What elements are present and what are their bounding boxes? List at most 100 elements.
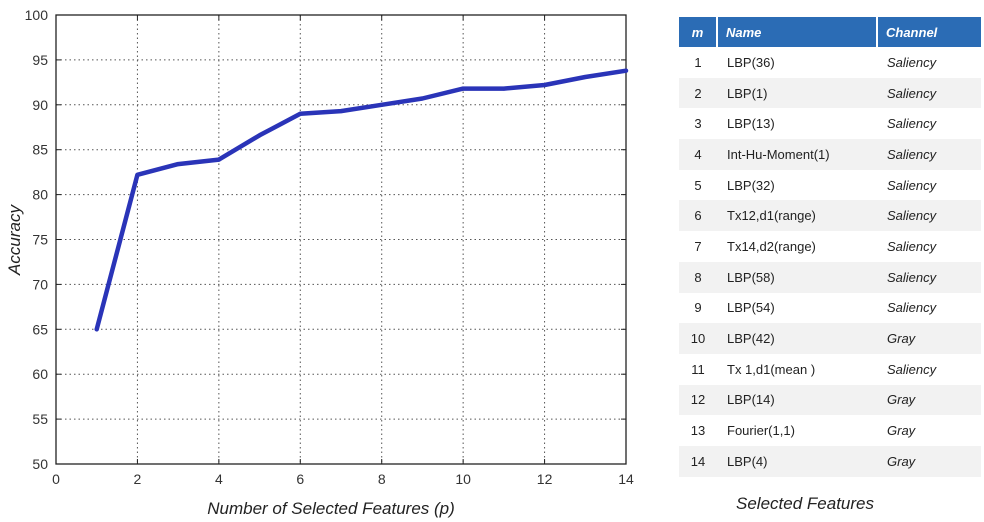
data-point: [420, 96, 425, 101]
feature-channel: Saliency: [887, 300, 937, 316]
table-header-row: m Name Channel: [679, 17, 981, 47]
y-tick-label: 85: [32, 142, 48, 158]
row-index: 8: [679, 261, 717, 293]
feature-name: Int-Hu-Moment(1): [717, 139, 877, 170]
feature-name: LBP(4): [717, 445, 877, 477]
row-index: 5: [694, 177, 702, 193]
axis-ticks: 50 55 60 65 70 75 80 85 90 95 100 0 2 4 6 8 10 12 14: [25, 7, 634, 487]
y-tick-label: 50: [32, 456, 48, 472]
y-tick-label: 100: [25, 7, 49, 23]
table-caption: Selected Features: [736, 494, 874, 513]
feature-channel: Saliency: [887, 238, 937, 254]
row-index: 9: [694, 300, 702, 316]
feature-name: Tx 1,d1(mean ): [727, 361, 816, 377]
data-point: [461, 86, 466, 91]
row-index: 6: [679, 200, 717, 232]
feature-channel: Saliency: [877, 139, 981, 170]
row-index: 10: [679, 323, 717, 354]
accuracy-line-chart: 50 55 60 65 70 75 80 85 90 95 100 0 2 4 6 8 10 12 14 Numbe…: [5, 7, 634, 518]
y-tick-label: 55: [32, 411, 48, 427]
table-row: 8 LBP(58) Saliency: [679, 261, 981, 293]
y-tick-label: 80: [32, 187, 48, 203]
table-row: 9 LBP(54) Saliency: [679, 293, 981, 324]
x-tick-label: 4: [215, 471, 223, 487]
x-tick-label: 2: [134, 471, 142, 487]
selected-features-table: m Name Channel 1 LBP(36) Saliency 2 LBP(1) Sa…: [679, 17, 981, 477]
row-index: 3: [694, 116, 702, 132]
feature-channel: Gray: [877, 323, 981, 354]
feature-channel: Saliency: [877, 77, 981, 109]
x-tick-label: 8: [378, 471, 386, 487]
row-index: 12: [679, 384, 717, 416]
data-point: [135, 172, 140, 177]
data-point: [257, 133, 262, 138]
feature-name: LBP(1): [717, 77, 877, 109]
row-index: 14: [679, 445, 717, 477]
feature-name: LBP(54): [727, 300, 775, 316]
x-tick-label: 12: [537, 471, 553, 487]
feature-channel: Gray: [877, 445, 981, 477]
data-point: [379, 102, 384, 107]
row-index: 11: [691, 361, 705, 377]
series-layer: [94, 68, 629, 332]
feature-channel: Gray: [877, 384, 981, 416]
feature-name: Tx12,d1(range): [717, 200, 877, 232]
feature-name: LBP(42): [717, 323, 877, 354]
feature-name: LBP(32): [727, 177, 775, 193]
row-index: 4: [679, 139, 717, 170]
feature-name: LBP(36): [727, 54, 775, 70]
accuracy-series-line: [94, 68, 629, 332]
feature-name: Tx14,d2(range): [727, 238, 816, 254]
header-channel: Channel: [877, 17, 981, 47]
y-tick-label: 95: [32, 52, 48, 68]
data-point: [339, 109, 343, 114]
row-index: 1: [694, 54, 702, 70]
y-tick-label: 60: [32, 366, 48, 382]
feature-name: LBP(14): [717, 384, 877, 416]
feature-channel: Saliency: [887, 116, 937, 132]
table-body: 1 LBP(36) Saliency 2 LBP(1) Saliency 3 LBP(13) S…: [679, 47, 981, 477]
y-tick-label: 75: [32, 232, 48, 248]
table-row: 13 Fourier(1,1) Gray: [679, 415, 981, 446]
row-index: 2: [679, 77, 717, 109]
feature-name: LBP(13): [727, 116, 775, 132]
feature-name: LBP(58): [717, 261, 877, 293]
row-index: 7: [694, 238, 702, 254]
x-tick-label: 10: [455, 471, 471, 487]
table-row: 5 LBP(32) Saliency: [679, 170, 981, 201]
feature-channel: Saliency: [887, 54, 937, 70]
x-axis-label: Number of Selected Features (p): [207, 499, 455, 518]
table-row: 12 LBP(14) Gray: [679, 384, 981, 416]
row-index: 13: [690, 423, 706, 439]
x-tick-label: 0: [52, 471, 60, 487]
data-point: [216, 157, 221, 162]
table-row: 3 LBP(13) Saliency: [679, 108, 981, 139]
y-tick-label: 65: [32, 321, 48, 337]
header-name: Name: [717, 17, 878, 47]
x-tick-label: 6: [296, 471, 304, 487]
x-tick-label: 14: [618, 471, 634, 487]
data-point: [624, 68, 628, 73]
feature-name: Fourier(1,1): [727, 423, 795, 439]
feature-channel: Saliency: [887, 361, 937, 377]
feature-channel: Gray: [887, 423, 916, 439]
feature-channel: Saliency: [887, 177, 937, 193]
data-point: [542, 83, 547, 88]
table-row: 7 Tx14,d2(range) Saliency: [679, 231, 981, 262]
table-row: 2 LBP(1) Saliency: [679, 77, 981, 109]
data-point: [501, 86, 506, 91]
data-point: [298, 111, 303, 116]
feature-channel: Saliency: [877, 261, 981, 293]
table-row: 4 Int-Hu-Moment(1) Saliency: [679, 139, 981, 170]
data-point: [583, 74, 588, 79]
header-m: m: [679, 17, 718, 47]
data-point: [176, 162, 181, 167]
y-tick-label: 90: [32, 97, 48, 113]
table-row: 14 LBP(4) Gray: [679, 445, 981, 477]
table-row: 11 Tx 1,d1(mean ) Saliency: [679, 354, 981, 385]
y-axis-label: Accuracy: [5, 204, 24, 276]
feature-channel: Saliency: [877, 200, 981, 232]
table-row: 1 LBP(36) Saliency: [679, 47, 981, 78]
data-point: [94, 327, 99, 332]
plot-frame: [55, 14, 627, 465]
